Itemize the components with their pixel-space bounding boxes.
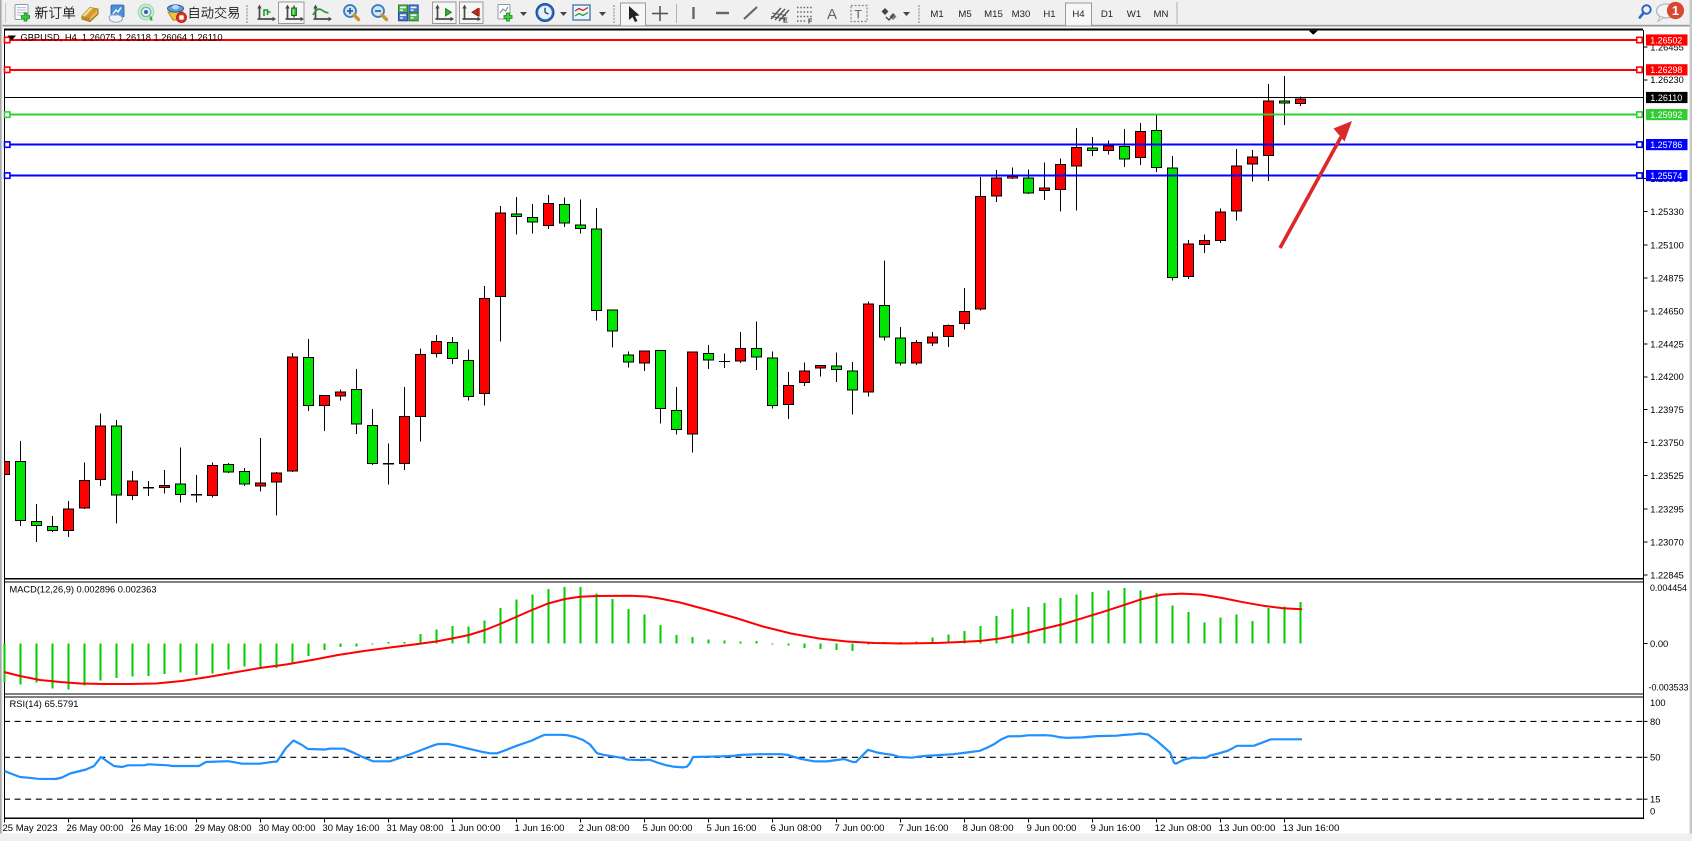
svg-text:F: F bbox=[808, 19, 813, 26]
svg-text:100: 100 bbox=[1650, 697, 1666, 708]
svg-text:M15: M15 bbox=[984, 9, 1003, 20]
svg-text:1.24875: 1.24875 bbox=[1650, 272, 1684, 283]
svg-text:1.23975: 1.23975 bbox=[1650, 404, 1684, 415]
svg-text:-0.003533: -0.003533 bbox=[1649, 682, 1689, 693]
svg-text:1.23525: 1.23525 bbox=[1650, 470, 1684, 481]
svg-text:0.00: 0.00 bbox=[1650, 638, 1668, 649]
svg-text:E: E bbox=[783, 18, 788, 25]
svg-text:D1: D1 bbox=[1101, 9, 1113, 20]
svg-text:26 May 16:00: 26 May 16:00 bbox=[131, 822, 188, 833]
svg-text:1: 1 bbox=[1672, 3, 1679, 18]
svg-text:12 Jun 08:00: 12 Jun 08:00 bbox=[1155, 822, 1212, 833]
svg-text:1.23750: 1.23750 bbox=[1650, 437, 1684, 448]
svg-text:9 Jun 16:00: 9 Jun 16:00 bbox=[1091, 822, 1141, 833]
svg-text:29 May 08:00: 29 May 08:00 bbox=[195, 822, 252, 833]
svg-text:M5: M5 bbox=[958, 9, 971, 20]
svg-text:1.26110: 1.26110 bbox=[1650, 92, 1682, 103]
svg-text:1 Jun 16:00: 1 Jun 16:00 bbox=[515, 822, 565, 833]
svg-text:31 May 08:00: 31 May 08:00 bbox=[387, 822, 444, 833]
svg-text:1.25992: 1.25992 bbox=[1650, 109, 1682, 120]
svg-text:15: 15 bbox=[1650, 794, 1660, 805]
svg-text:W1: W1 bbox=[1127, 9, 1141, 20]
svg-text:1.23070: 1.23070 bbox=[1650, 537, 1684, 548]
svg-text:1.25100: 1.25100 bbox=[1650, 240, 1684, 251]
svg-text:0: 0 bbox=[1650, 806, 1655, 817]
svg-text:30 May 16:00: 30 May 16:00 bbox=[323, 822, 380, 833]
svg-text:H1: H1 bbox=[1043, 9, 1055, 20]
svg-text:M30: M30 bbox=[1012, 9, 1031, 20]
svg-text:6 Jun 08:00: 6 Jun 08:00 bbox=[771, 822, 822, 833]
svg-text:1.25574: 1.25574 bbox=[1650, 170, 1682, 181]
svg-text:50: 50 bbox=[1650, 752, 1660, 763]
svg-text:26 May 00:00: 26 May 00:00 bbox=[67, 822, 124, 833]
svg-text:25 May 2023: 25 May 2023 bbox=[3, 822, 58, 833]
svg-text:1.26230: 1.26230 bbox=[1650, 74, 1684, 85]
svg-text:T: T bbox=[855, 8, 863, 22]
svg-text:M1: M1 bbox=[930, 9, 943, 20]
svg-text:RSI(14) 65.5791: RSI(14) 65.5791 bbox=[10, 698, 79, 709]
svg-text:8 Jun 08:00: 8 Jun 08:00 bbox=[963, 822, 1014, 833]
svg-text:MN: MN bbox=[1154, 9, 1169, 20]
svg-text:7 Jun 16:00: 7 Jun 16:00 bbox=[899, 822, 949, 833]
svg-text:1.26502: 1.26502 bbox=[1650, 34, 1682, 45]
svg-text:1.26455: 1.26455 bbox=[1650, 41, 1684, 52]
svg-text:5 Jun 00:00: 5 Jun 00:00 bbox=[643, 822, 693, 833]
svg-text:1 Jun 00:00: 1 Jun 00:00 bbox=[451, 822, 501, 833]
svg-text:80: 80 bbox=[1650, 716, 1660, 727]
svg-text:1.26298: 1.26298 bbox=[1650, 64, 1682, 75]
svg-text:7 Jun 00:00: 7 Jun 00:00 bbox=[835, 822, 885, 833]
svg-text:9 Jun 00:00: 9 Jun 00:00 bbox=[1027, 822, 1077, 833]
svg-text:1.24425: 1.24425 bbox=[1650, 338, 1684, 349]
svg-text:1.25330: 1.25330 bbox=[1650, 206, 1684, 217]
svg-text:13 Jun 16:00: 13 Jun 16:00 bbox=[1283, 822, 1340, 833]
svg-text:1.24200: 1.24200 bbox=[1650, 371, 1684, 382]
svg-text:5 Jun 16:00: 5 Jun 16:00 bbox=[707, 822, 757, 833]
svg-text:A: A bbox=[827, 6, 837, 23]
svg-text:H4: H4 bbox=[1072, 9, 1085, 20]
svg-text:MACD(12,26,9) 0.002896 0.00236: MACD(12,26,9) 0.002896 0.002363 bbox=[10, 584, 157, 595]
svg-text:GBPUSD, H4 1.26075 1.26118 1.: GBPUSD, H4 1.26075 1.26118 1.26064 1.261… bbox=[21, 32, 223, 43]
svg-text:1.22845: 1.22845 bbox=[1650, 569, 1684, 580]
svg-text:13 Jun 00:00: 13 Jun 00:00 bbox=[1219, 822, 1276, 833]
svg-text:1.25786: 1.25786 bbox=[1650, 139, 1682, 150]
svg-text:30 May 00:00: 30 May 00:00 bbox=[259, 822, 316, 833]
svg-text:1.24650: 1.24650 bbox=[1650, 305, 1684, 316]
svg-text:1.23295: 1.23295 bbox=[1650, 504, 1684, 515]
svg-text:0.004454: 0.004454 bbox=[1650, 582, 1687, 593]
svg-text:2 Jun 08:00: 2 Jun 08:00 bbox=[579, 822, 630, 833]
